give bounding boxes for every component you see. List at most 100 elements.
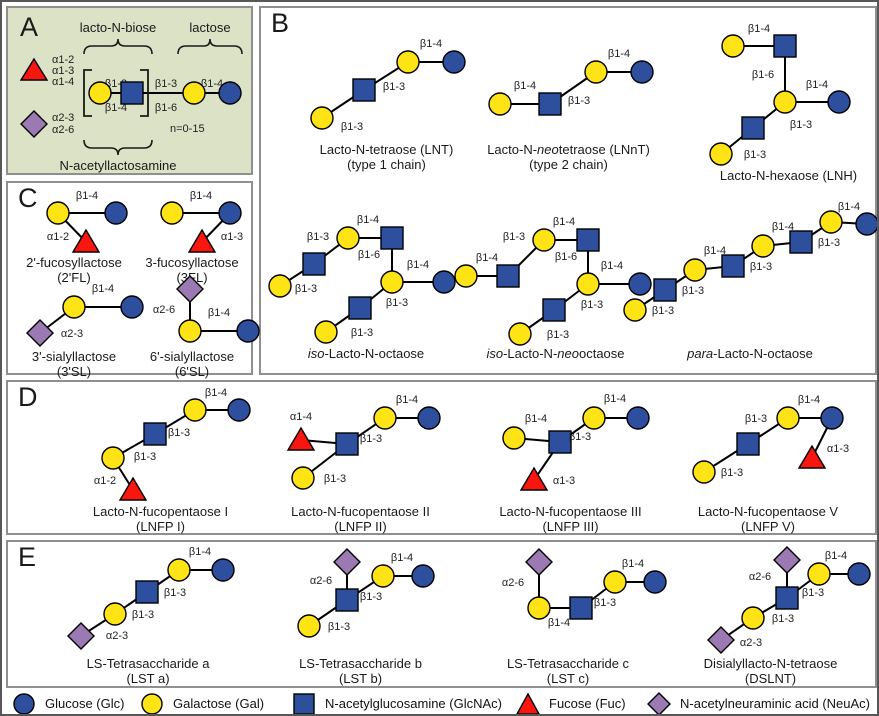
glc-node (628, 272, 652, 296)
glcnac-node (741, 116, 765, 140)
gal-node (372, 406, 397, 430)
n-acetyllactosamine-label: N-acetyllactosamine (59, 158, 176, 173)
linkage-label: β1-3 (652, 305, 674, 317)
gal-node (582, 406, 606, 430)
gal-node (819, 210, 843, 234)
glcnac-node (548, 430, 572, 454)
linkage-label: β1-4 (201, 78, 223, 90)
glycan-diagram-iso_lnno: β1-4 β1-3 β1-4 β1-6 β1-4 β1-3 β1-3 (454, 216, 652, 346)
structure-name: Lacto-N-fucopentaose II (LNFP II) (291, 504, 430, 535)
linkage-label: β1-3 (682, 285, 704, 297)
legend-item-glcnac: N-acetylglucosamine (GlcNAc) (292, 691, 502, 714)
lacto-n-biose-label: lacto-N-biose (80, 20, 157, 35)
structure-lnfp1: β1-3 β1-3 β1-4 α1-2 Lacto-N-fucopentaose I (L… (48, 387, 273, 535)
gal-node (487, 92, 512, 116)
fuc-node (71, 228, 101, 253)
gal-node (502, 426, 526, 450)
linkage-label: β1-4 (838, 201, 860, 213)
linkage-label: β1-6 (555, 251, 577, 263)
structure-name: Disialyllacto-N-tetraose (DSLNT) (703, 656, 838, 687)
linkage-label: α1-3 (827, 443, 849, 455)
gal-node (532, 228, 556, 252)
glcnac-node (789, 230, 813, 254)
glcnac-icon (293, 692, 315, 714)
gal-node (508, 322, 532, 346)
glcnac-node (653, 278, 677, 302)
structure-iso_lnno: β1-4 β1-3 β1-4 β1-6 β1-4 β1-3 β1-3 iso-Lacto-N-… (443, 194, 668, 361)
glc-node (410, 564, 435, 588)
linkage-label: α1-2 (93, 475, 115, 487)
linkage-label: β1-4 (476, 252, 498, 264)
glycan-diagram-fl3: β1-4 α1-3 (160, 190, 243, 253)
structure-lnfp2: α1-4 β1-3 β1-3 β1-4 Lacto-N-fucopentaose II(… (248, 388, 473, 535)
structure-name: Lacto-N-tetraose (LNT) (type 1 chain) (319, 142, 454, 173)
linkage-label: β1-4 (395, 394, 417, 406)
neuac-node (66, 622, 95, 650)
structure-name: para-Lacto-N-octaose (687, 346, 813, 361)
linkage-label: β1-3 (745, 413, 767, 425)
structure-lnnt: β1-4 β1-3 β1-4 Lacto-N-neotetraose (LNnT) (t… (461, 28, 676, 173)
glcnac-node (334, 588, 359, 612)
glcnac-node (537, 92, 562, 116)
gal-node (178, 319, 202, 343)
glycan-diagram-fl2: β1-4 α1-2 (46, 190, 128, 253)
gal-node (160, 201, 184, 225)
neuac-node (26, 319, 54, 347)
structure-para_lno: β1-3 β1-3 β1-4 β1-3 β1-4 β1-3 β1-4 para-Lacto-N… (621, 201, 877, 361)
neuac-node (176, 275, 204, 303)
structure-lstc: α2-6 β1-4 β1-3 β1-4 LS-Tetrasaccharide c (LST… (458, 548, 678, 687)
linkage-label: β1-4 (420, 38, 442, 50)
neuac-node (332, 548, 361, 576)
glcnac-node (301, 252, 326, 276)
glcnac-node (352, 78, 376, 102)
glycan-diagram-sl6: α2-6 β1-4 (153, 275, 260, 343)
fuc-node (187, 228, 217, 253)
structure-name: Lacto-N-hexaose (LNH) (719, 168, 858, 183)
glcnac-node (334, 432, 359, 456)
gal-node (623, 298, 647, 322)
glc-node (218, 201, 242, 225)
glcnac-node (773, 34, 797, 58)
panel-a-diagram: lacto-N-biose lactose α1-2 α1-3 α1-4 α2-… (19, 20, 243, 173)
linkage-label: α2-6 (153, 304, 175, 316)
linkage-label: β1-4 (190, 190, 212, 202)
linkage-label: β1-4 (547, 617, 569, 629)
neuac-node (773, 546, 801, 574)
structure-lnh: β1-4 β1-6 β1-4 β1-3 β1-3 Lacto-N-hexaose (LNH… (701, 16, 876, 183)
linkage-label: β1-3 (790, 119, 812, 131)
linkage-label: β1-3 (131, 609, 153, 621)
structure-name: LS-Tetrasaccharide b (LST b) (299, 656, 422, 687)
panel-letter-e: E (18, 542, 37, 572)
linkage-label: β1-3 (385, 297, 407, 309)
linkage-label: β1-3 (359, 433, 381, 445)
fuc-node (519, 466, 549, 491)
linkage-label: β1-4 (604, 393, 626, 405)
bracket-right (140, 69, 149, 117)
legend-item-glucose: Glucose (Glc) (12, 691, 124, 714)
legend-label: Galactose (Gal) (173, 696, 265, 711)
linkage-label: α1-4 (289, 411, 311, 423)
glycan-diagram-sl3: α2-3 β1-4 (26, 283, 144, 347)
glcnac-node (576, 228, 600, 252)
glycan-diagram-dslnt: α2-6 β1-3 α2-3 β1-3 β1-4 (707, 546, 871, 654)
glc-node (626, 406, 650, 430)
glycan-diagram-lsta: α2-3 β1-3 β1-3 β1-4 (66, 546, 235, 650)
glycan-diagram-lstc: α2-6 β1-4 β1-3 β1-4 (501, 548, 667, 629)
glycan-diagram-lnfp5: β1-3 β1-3 β1-4 α1-3 (692, 394, 849, 484)
glycan-diagram-lnfp3: β1-4 α1-3 β1-3 β1-4 (502, 393, 650, 491)
legend: Glucose (Glc) Galactose (Gal) N-acetylgl… (2, 691, 877, 714)
linkage-label: β1-4 (406, 259, 428, 271)
linkage-label: β1-3 (569, 431, 591, 443)
linkage-label: β1-3 (359, 591, 381, 603)
structure-name: 6'-sialyllactose (6'SL) (149, 349, 235, 380)
gal-node (310, 106, 334, 130)
fucose-linkage-2: α1-3 (52, 65, 74, 77)
linkage-label: β1-6 (357, 249, 379, 261)
gal-node (576, 272, 600, 296)
glycan-diagram-lstb: α2-6 β1-3 β1-3 β1-4 (296, 548, 435, 638)
gal-node (751, 234, 775, 258)
fuc-node (797, 444, 827, 469)
linkage-label: β1-4 (607, 48, 629, 60)
glc-node (629, 60, 654, 84)
